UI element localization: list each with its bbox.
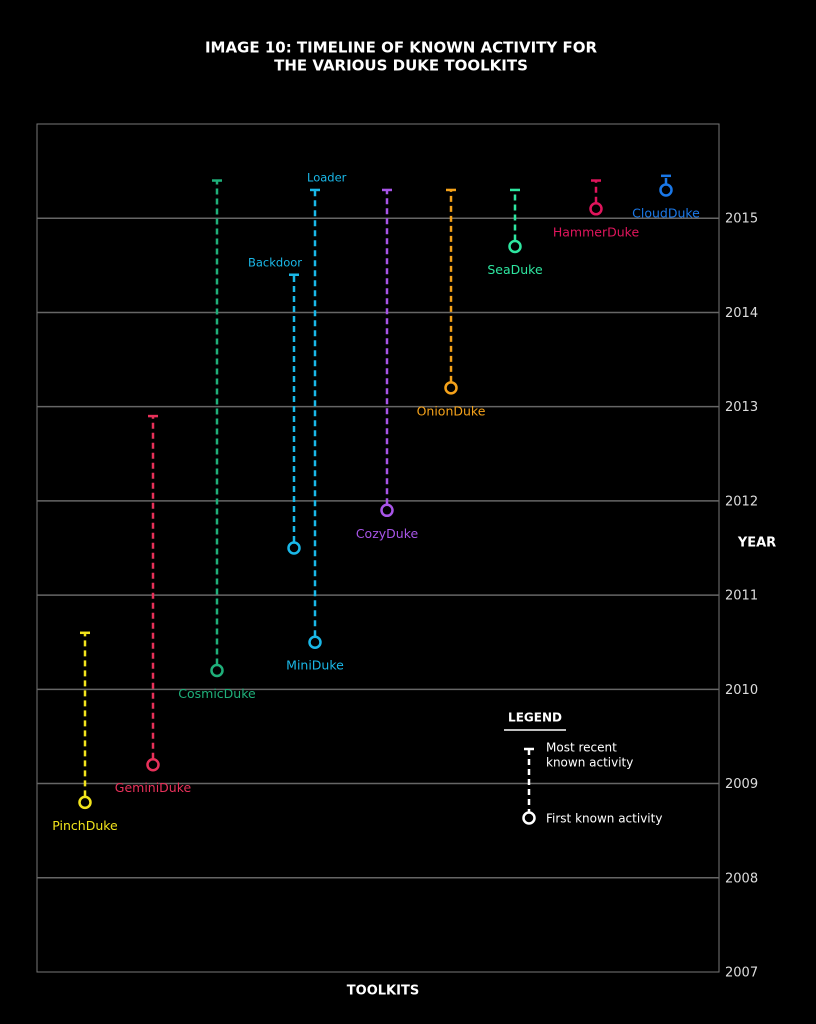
y-tick-label: 2013 — [725, 400, 758, 415]
y-tick-label: 2015 — [725, 212, 758, 227]
start-marker — [508, 239, 522, 254]
y-tick-label: 2010 — [725, 683, 758, 698]
start-marker — [444, 381, 458, 395]
start-marker — [78, 795, 92, 810]
start-marker — [308, 635, 322, 649]
series-label: CosmicDuke — [178, 686, 256, 701]
start-marker — [146, 757, 160, 772]
legend-title: LEGEND — [508, 711, 562, 725]
legend-label: First known activity — [546, 812, 662, 826]
y-tick-label: 2009 — [725, 777, 758, 792]
legend-marker — [522, 811, 536, 825]
start-marker — [287, 541, 301, 555]
start-marker — [589, 202, 603, 216]
series-label: GeminiDuke — [115, 780, 192, 795]
y-tick-label: 2014 — [725, 306, 758, 321]
y-tick-label: 2008 — [725, 871, 758, 886]
series-label: CozyDuke — [356, 526, 419, 541]
y-tick-label: 2007 — [725, 966, 758, 981]
y-tick-label: 2012 — [725, 494, 758, 509]
start-marker — [380, 503, 394, 518]
legend-label: Most recent — [546, 741, 617, 755]
series-label: HammerDuke — [553, 224, 640, 239]
y-tick-label: 2011 — [725, 589, 758, 604]
chart-title: IMAGE 10: TIMELINE OF KNOWN ACTIVITY FOR — [205, 39, 598, 57]
series-label: MiniDuke — [286, 658, 344, 673]
series-label: OnionDuke — [417, 403, 486, 418]
part-label: Loader — [307, 170, 347, 184]
legend-label: known activity — [546, 756, 633, 770]
series-label: PinchDuke — [52, 818, 118, 833]
series-label: SeaDuke — [487, 262, 543, 277]
part-label: Backdoor — [248, 255, 302, 269]
plot-frame — [36, 123, 720, 973]
chart-title: THE VARIOUS DUKE TOOLKITS — [274, 57, 528, 75]
start-marker — [659, 183, 673, 197]
x-axis-label: TOOLKITS — [347, 984, 419, 999]
series-label: CloudDuke — [632, 205, 700, 220]
y-axis-label: YEAR — [737, 536, 776, 551]
start-marker — [210, 663, 224, 678]
